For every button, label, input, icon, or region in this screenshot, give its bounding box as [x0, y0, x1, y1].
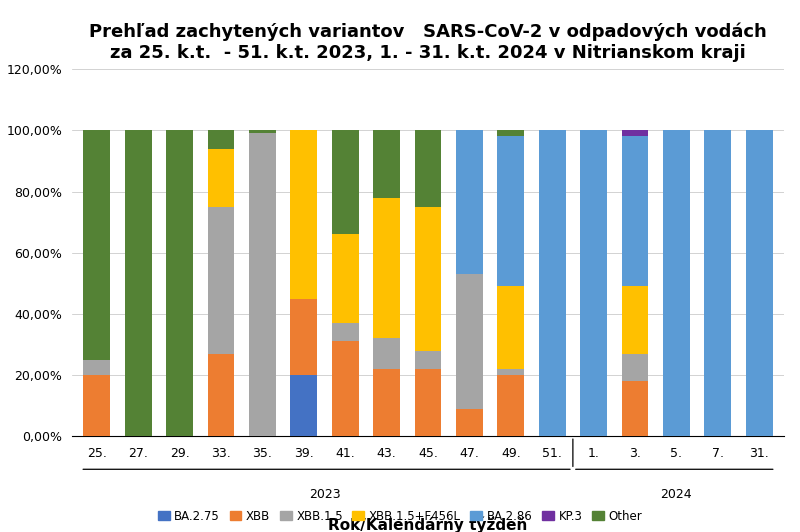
Bar [249, 134, 276, 436]
Bar [414, 130, 442, 207]
Bar [332, 234, 358, 323]
Bar [498, 136, 524, 286]
Bar [83, 360, 110, 375]
Bar [498, 130, 524, 136]
Bar [414, 207, 442, 351]
Bar [498, 286, 524, 369]
Bar [207, 130, 234, 149]
Bar [332, 342, 358, 436]
Bar [498, 369, 524, 375]
Bar [414, 351, 442, 369]
Bar [290, 375, 318, 436]
Text: 2024: 2024 [661, 488, 692, 501]
Bar [622, 354, 649, 381]
Bar [622, 130, 649, 136]
Text: Rok/Kalendárny týždeň: Rok/Kalendárny týždeň [328, 517, 528, 532]
Bar [207, 149, 234, 207]
Bar [704, 130, 731, 436]
Bar [373, 197, 400, 338]
Legend: BA.2.75, XBB, XBB.1.5, XBB.1.5+F456L, BA.2.86, KP.3, Other: BA.2.75, XBB, XBB.1.5, XBB.1.5+F456L, BA… [154, 506, 646, 526]
Bar [166, 130, 193, 436]
Bar [414, 369, 442, 436]
Bar [580, 130, 607, 436]
Bar [456, 274, 483, 409]
Bar [332, 323, 358, 342]
Bar [622, 381, 649, 436]
Bar [746, 130, 773, 436]
Bar [373, 369, 400, 436]
Bar [332, 130, 358, 234]
Bar [373, 338, 400, 369]
Bar [249, 130, 276, 134]
Y-axis label: %: % [0, 245, 2, 260]
Bar [125, 130, 152, 436]
Bar [83, 375, 110, 436]
Bar [373, 130, 400, 197]
Text: 2023: 2023 [309, 488, 340, 501]
Bar [207, 207, 234, 354]
Bar [290, 298, 318, 375]
Bar [456, 130, 483, 274]
Bar [622, 136, 649, 286]
Bar [498, 375, 524, 436]
Bar [538, 130, 566, 436]
Bar [663, 130, 690, 436]
Bar [207, 354, 234, 436]
Bar [622, 286, 649, 354]
Bar [456, 409, 483, 436]
Title: Prehľad zachytených variantov   SARS-CoV-2 v odpadových vodách
za 25. k.t.  - 51: Prehľad zachytených variantov SARS-CoV-2… [89, 23, 767, 62]
Bar [83, 130, 110, 360]
Bar [290, 130, 318, 298]
